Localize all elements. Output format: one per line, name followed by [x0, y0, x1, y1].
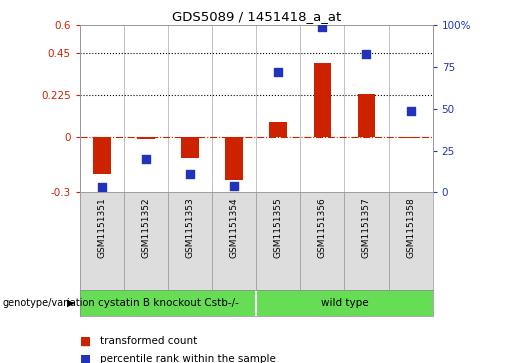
Bar	[345, 192, 388, 290]
Text: transformed count: transformed count	[100, 336, 198, 346]
Text: wild type: wild type	[321, 298, 368, 308]
Text: ■: ■	[80, 335, 91, 348]
Point	[274, 69, 282, 75]
Text: percentile rank within the sample: percentile rank within the sample	[100, 354, 277, 363]
Bar	[137, 137, 155, 139]
Text: GSM1151358: GSM1151358	[406, 197, 415, 258]
Point	[186, 171, 194, 177]
Bar	[168, 192, 212, 290]
Point	[363, 51, 371, 57]
Bar	[402, 137, 419, 138]
Bar	[181, 137, 199, 158]
Text: GSM1151351: GSM1151351	[97, 197, 107, 258]
Text: genotype/variation: genotype/variation	[3, 298, 95, 308]
Bar	[80, 192, 124, 290]
Text: GSM1151356: GSM1151356	[318, 197, 327, 258]
Bar	[357, 94, 375, 137]
Text: GSM1151354: GSM1151354	[230, 197, 238, 258]
Bar	[226, 137, 243, 180]
Bar	[314, 64, 331, 137]
Text: GSM1151353: GSM1151353	[185, 197, 195, 258]
Point	[142, 156, 150, 162]
Bar	[212, 192, 256, 290]
Text: ■: ■	[80, 353, 91, 363]
Text: ▶: ▶	[67, 298, 75, 308]
Title: GDS5089 / 1451418_a_at: GDS5089 / 1451418_a_at	[171, 10, 341, 23]
Bar	[269, 122, 287, 137]
Text: GSM1151352: GSM1151352	[142, 197, 150, 258]
Point	[98, 184, 106, 190]
Point	[230, 183, 238, 189]
Bar	[124, 192, 168, 290]
Bar	[256, 192, 300, 290]
Text: GSM1151357: GSM1151357	[362, 197, 371, 258]
Bar	[300, 192, 345, 290]
Text: GSM1151355: GSM1151355	[274, 197, 283, 258]
Point	[406, 108, 415, 114]
Bar	[388, 192, 433, 290]
Text: cystatin B knockout Cstb-/-: cystatin B knockout Cstb-/-	[97, 298, 238, 308]
Bar	[93, 137, 111, 174]
Point	[318, 24, 327, 30]
